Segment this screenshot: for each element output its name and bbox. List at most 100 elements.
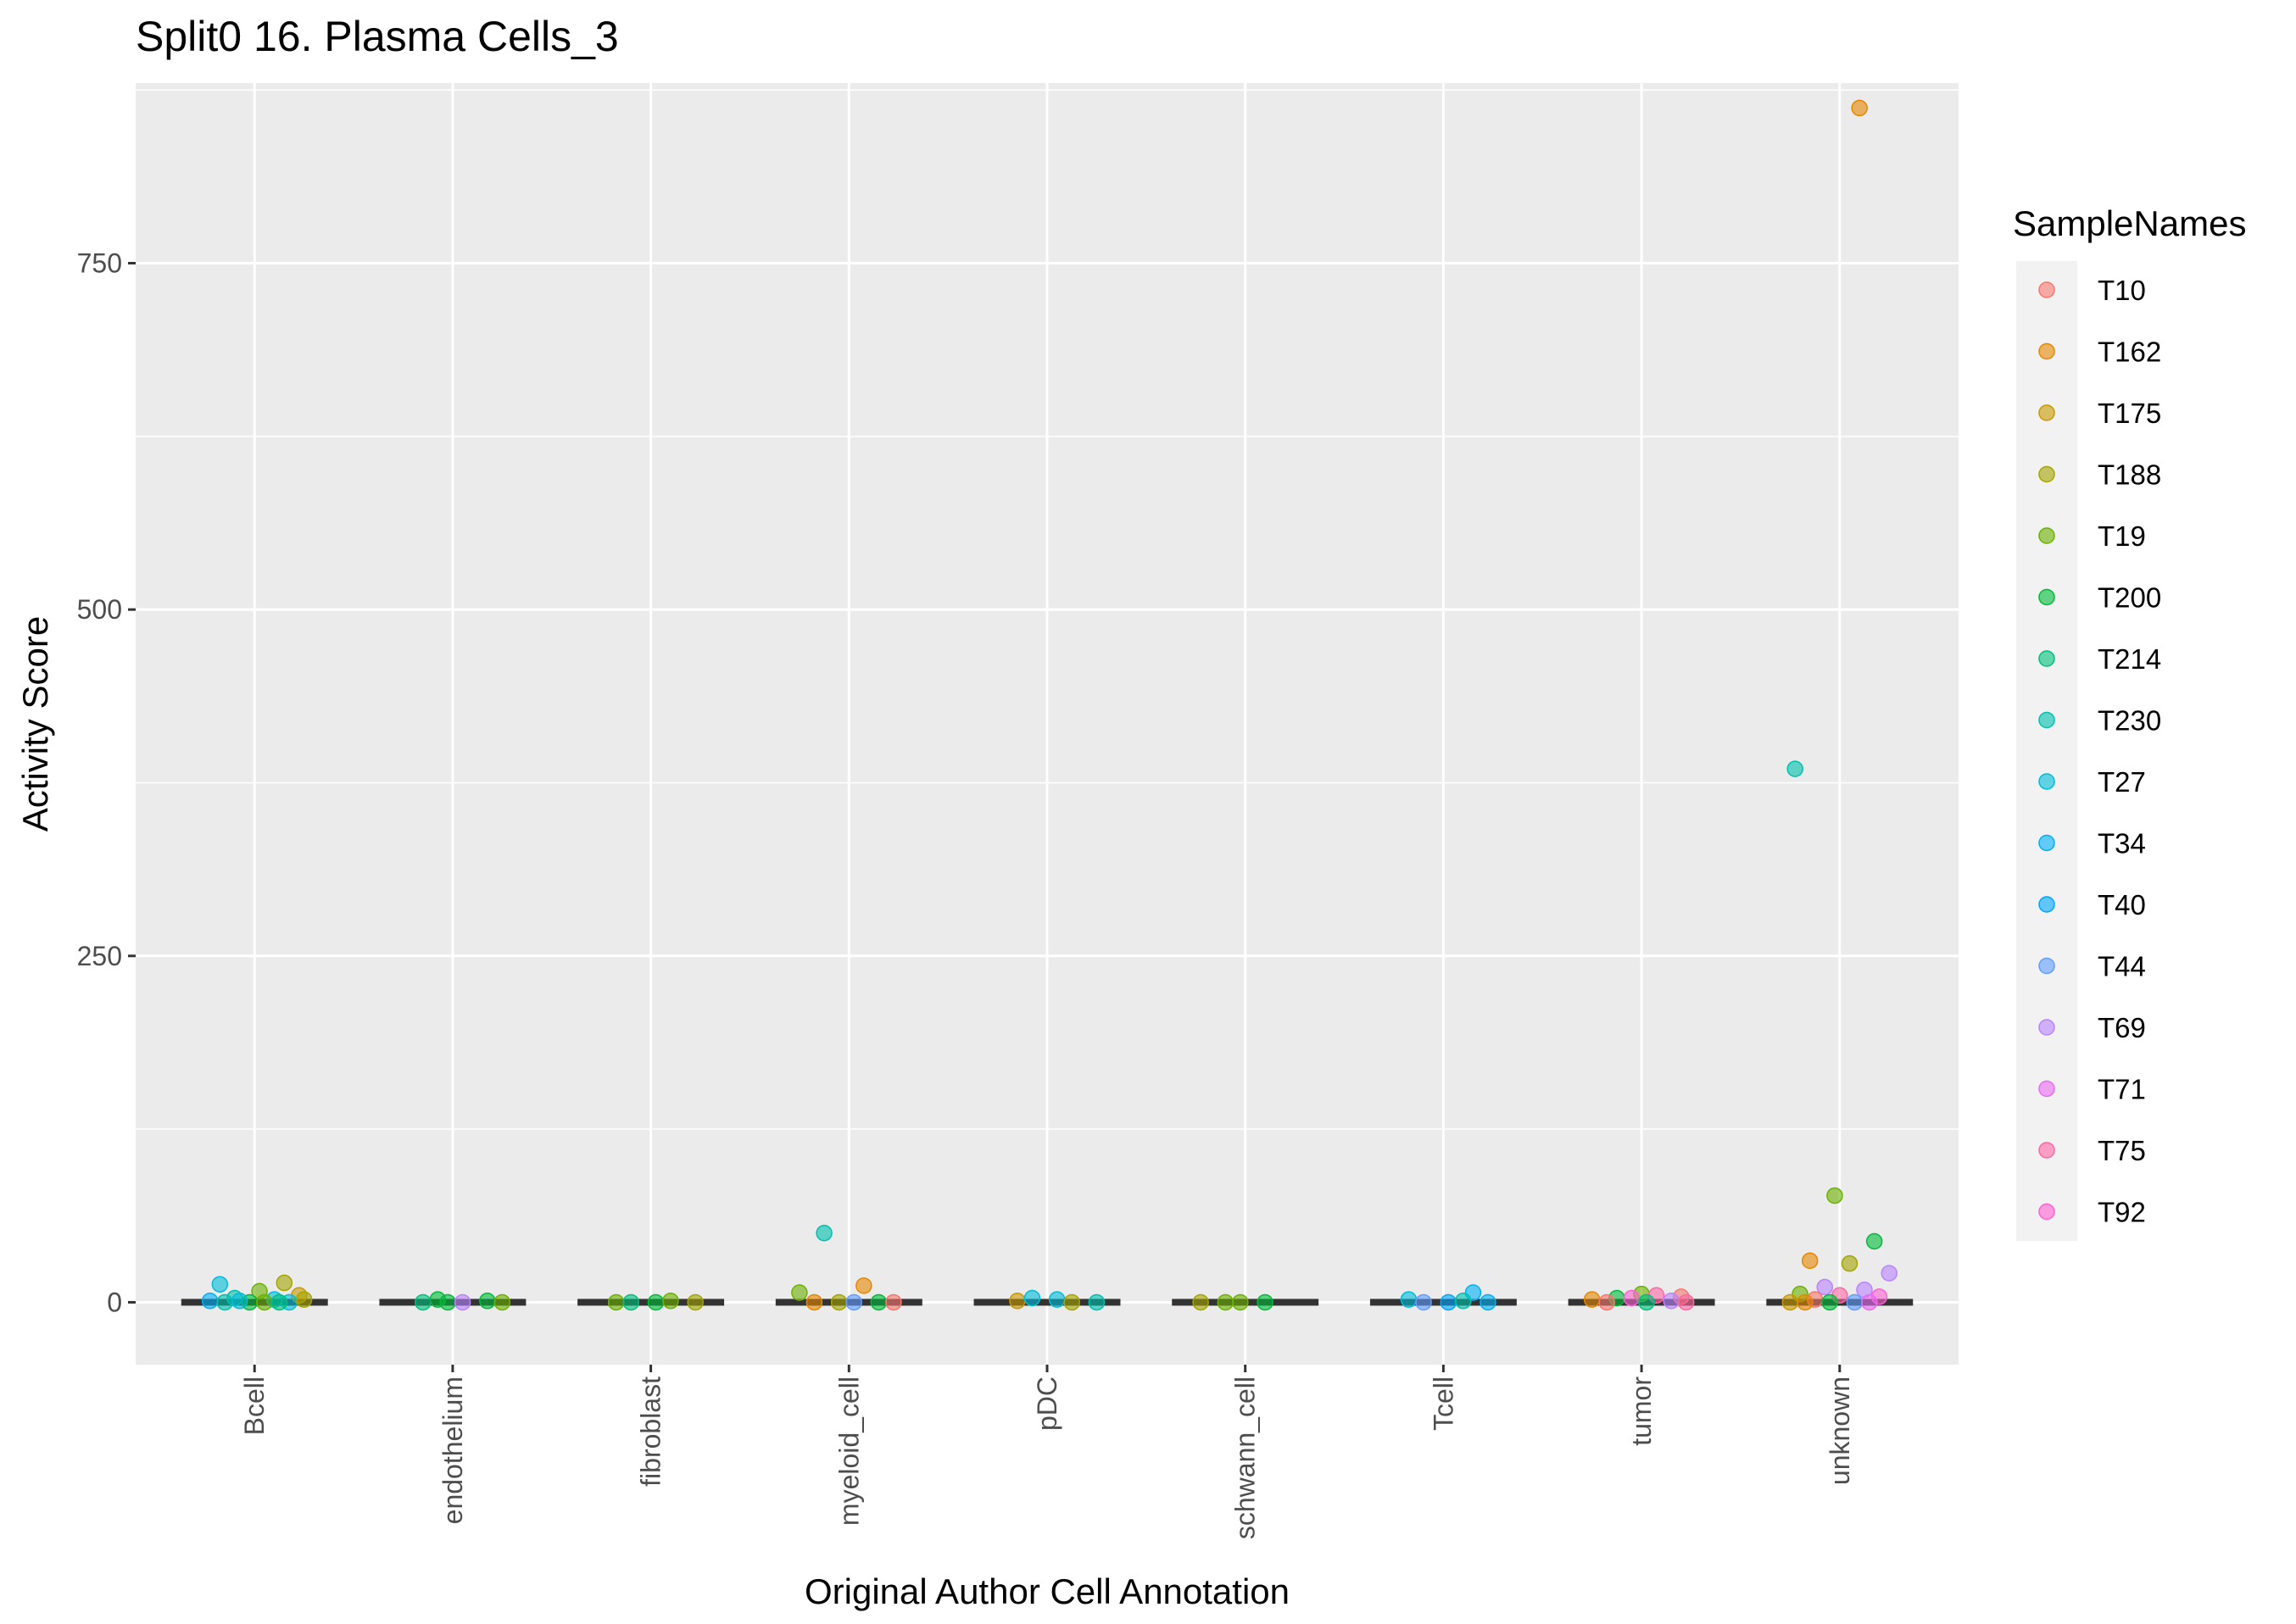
y-tick-label: 750	[77, 247, 122, 278]
x-axis: Bcell endothelium fibroblast myeloid_cell pD…	[239, 1365, 1855, 1539]
data-point	[1826, 1187, 1843, 1204]
data-point	[276, 1274, 293, 1292]
legend-swatch	[2038, 834, 2055, 852]
data-point	[1851, 99, 1868, 117]
data-point	[816, 1224, 833, 1242]
x-tick-label: unknown	[1825, 1377, 1855, 1485]
legend-label: T34	[2098, 828, 2146, 859]
data-point	[1217, 1293, 1234, 1311]
data-point	[622, 1293, 639, 1311]
median-bar	[973, 1299, 1121, 1306]
legend-swatch	[2038, 527, 2055, 544]
data-point	[1455, 1293, 1472, 1310]
legend-swatch	[2038, 588, 2055, 606]
data-point	[805, 1293, 823, 1311]
data-point	[201, 1293, 219, 1310]
data-point	[295, 1291, 313, 1308]
data-point	[1023, 1289, 1041, 1307]
data-point	[493, 1293, 511, 1311]
data-point	[1797, 1293, 1814, 1311]
data-point	[1781, 1293, 1799, 1311]
data-point	[607, 1293, 625, 1311]
data-point	[687, 1293, 704, 1311]
data-point	[1816, 1278, 1834, 1296]
legend-swatch	[2038, 773, 2055, 790]
legend: SampleNames T10 T162 T175 T188 T19 T200 T214 T2…	[2013, 203, 2246, 1241]
data-point	[830, 1293, 848, 1311]
data-point	[1583, 1291, 1601, 1308]
legend-swatch	[2038, 281, 2055, 298]
x-tick-label: schwann_cell	[1230, 1377, 1261, 1539]
data-point	[885, 1293, 902, 1311]
data-point	[1598, 1293, 1615, 1311]
data-point	[216, 1293, 233, 1311]
chart-title: Split0 16. Plasma Cells_3	[136, 13, 619, 60]
data-point	[1638, 1293, 1655, 1311]
legend-label: T40	[2098, 889, 2146, 920]
data-point	[1440, 1293, 1457, 1311]
data-point	[1677, 1293, 1695, 1311]
x-tick-label: myeloid_cell	[833, 1377, 864, 1526]
data-point	[256, 1293, 273, 1311]
legend-swatch	[2038, 1142, 2055, 1159]
data-point	[454, 1293, 471, 1311]
legend-label: T10	[2098, 275, 2146, 306]
data-point	[1009, 1293, 1026, 1310]
legend-swatch	[2038, 465, 2055, 483]
data-point	[1861, 1293, 1878, 1311]
data-point	[1400, 1291, 1418, 1308]
data-point	[1841, 1254, 1859, 1272]
y-tick-label: 0	[107, 1287, 122, 1317]
x-tick-label: Bcell	[239, 1377, 270, 1435]
y-tick-label: 500	[77, 594, 122, 625]
legend-swatch	[2038, 404, 2055, 421]
y-axis: 0 250 500 750	[77, 247, 136, 1317]
y-tick-label: 250	[77, 941, 122, 971]
legend-swatch	[2038, 650, 2055, 667]
data-point	[429, 1291, 447, 1308]
legend-label: T44	[2098, 951, 2146, 982]
data-point	[231, 1293, 248, 1310]
x-tick-label: tumor	[1626, 1377, 1657, 1446]
data-point	[1192, 1293, 1209, 1311]
legend-label: T75	[2098, 1135, 2146, 1166]
data-point	[1881, 1265, 1898, 1282]
legend-label: T69	[2098, 1012, 2146, 1043]
data-point	[662, 1293, 679, 1310]
data-point	[1623, 1289, 1641, 1307]
data-point	[1480, 1293, 1496, 1311]
x-axis-title: Original Author Cell Annotation	[805, 1571, 1290, 1611]
data-point	[855, 1277, 872, 1294]
data-point	[270, 1293, 288, 1311]
legend-swatch	[2038, 957, 2055, 975]
data-point	[1663, 1293, 1680, 1310]
data-point	[1846, 1293, 1864, 1311]
legend-label: T71	[2098, 1074, 2146, 1105]
legend-label: T19	[2098, 520, 2146, 552]
data-point	[1088, 1293, 1106, 1311]
legend-items: T10 T162 T175 T188 T19 T200 T214 T230 T27 T34 T40 T…	[2038, 275, 2161, 1228]
x-tick-label: fibroblast	[636, 1377, 666, 1487]
legend-label: T92	[2098, 1197, 2146, 1228]
x-tick-label: pDC	[1032, 1377, 1062, 1431]
data-point	[1801, 1252, 1819, 1270]
legend-swatch	[2038, 342, 2055, 360]
legend-swatch	[2038, 711, 2055, 729]
legend-swatch	[2038, 1203, 2055, 1221]
legend-label: T175	[2098, 398, 2161, 429]
data-point	[647, 1293, 665, 1311]
data-point	[870, 1293, 888, 1311]
data-point	[1865, 1232, 1883, 1250]
data-point	[845, 1293, 862, 1311]
y-axis-title: Activity Score	[15, 616, 55, 831]
data-point	[1048, 1291, 1066, 1308]
legend-swatch	[2038, 1019, 2055, 1036]
data-point	[211, 1276, 229, 1293]
data-point	[1786, 760, 1803, 777]
data-point	[1232, 1293, 1249, 1311]
data-points	[201, 99, 1898, 1311]
x-tick-label: endothelium	[437, 1377, 468, 1524]
legend-title: SampleNames	[2013, 203, 2246, 243]
